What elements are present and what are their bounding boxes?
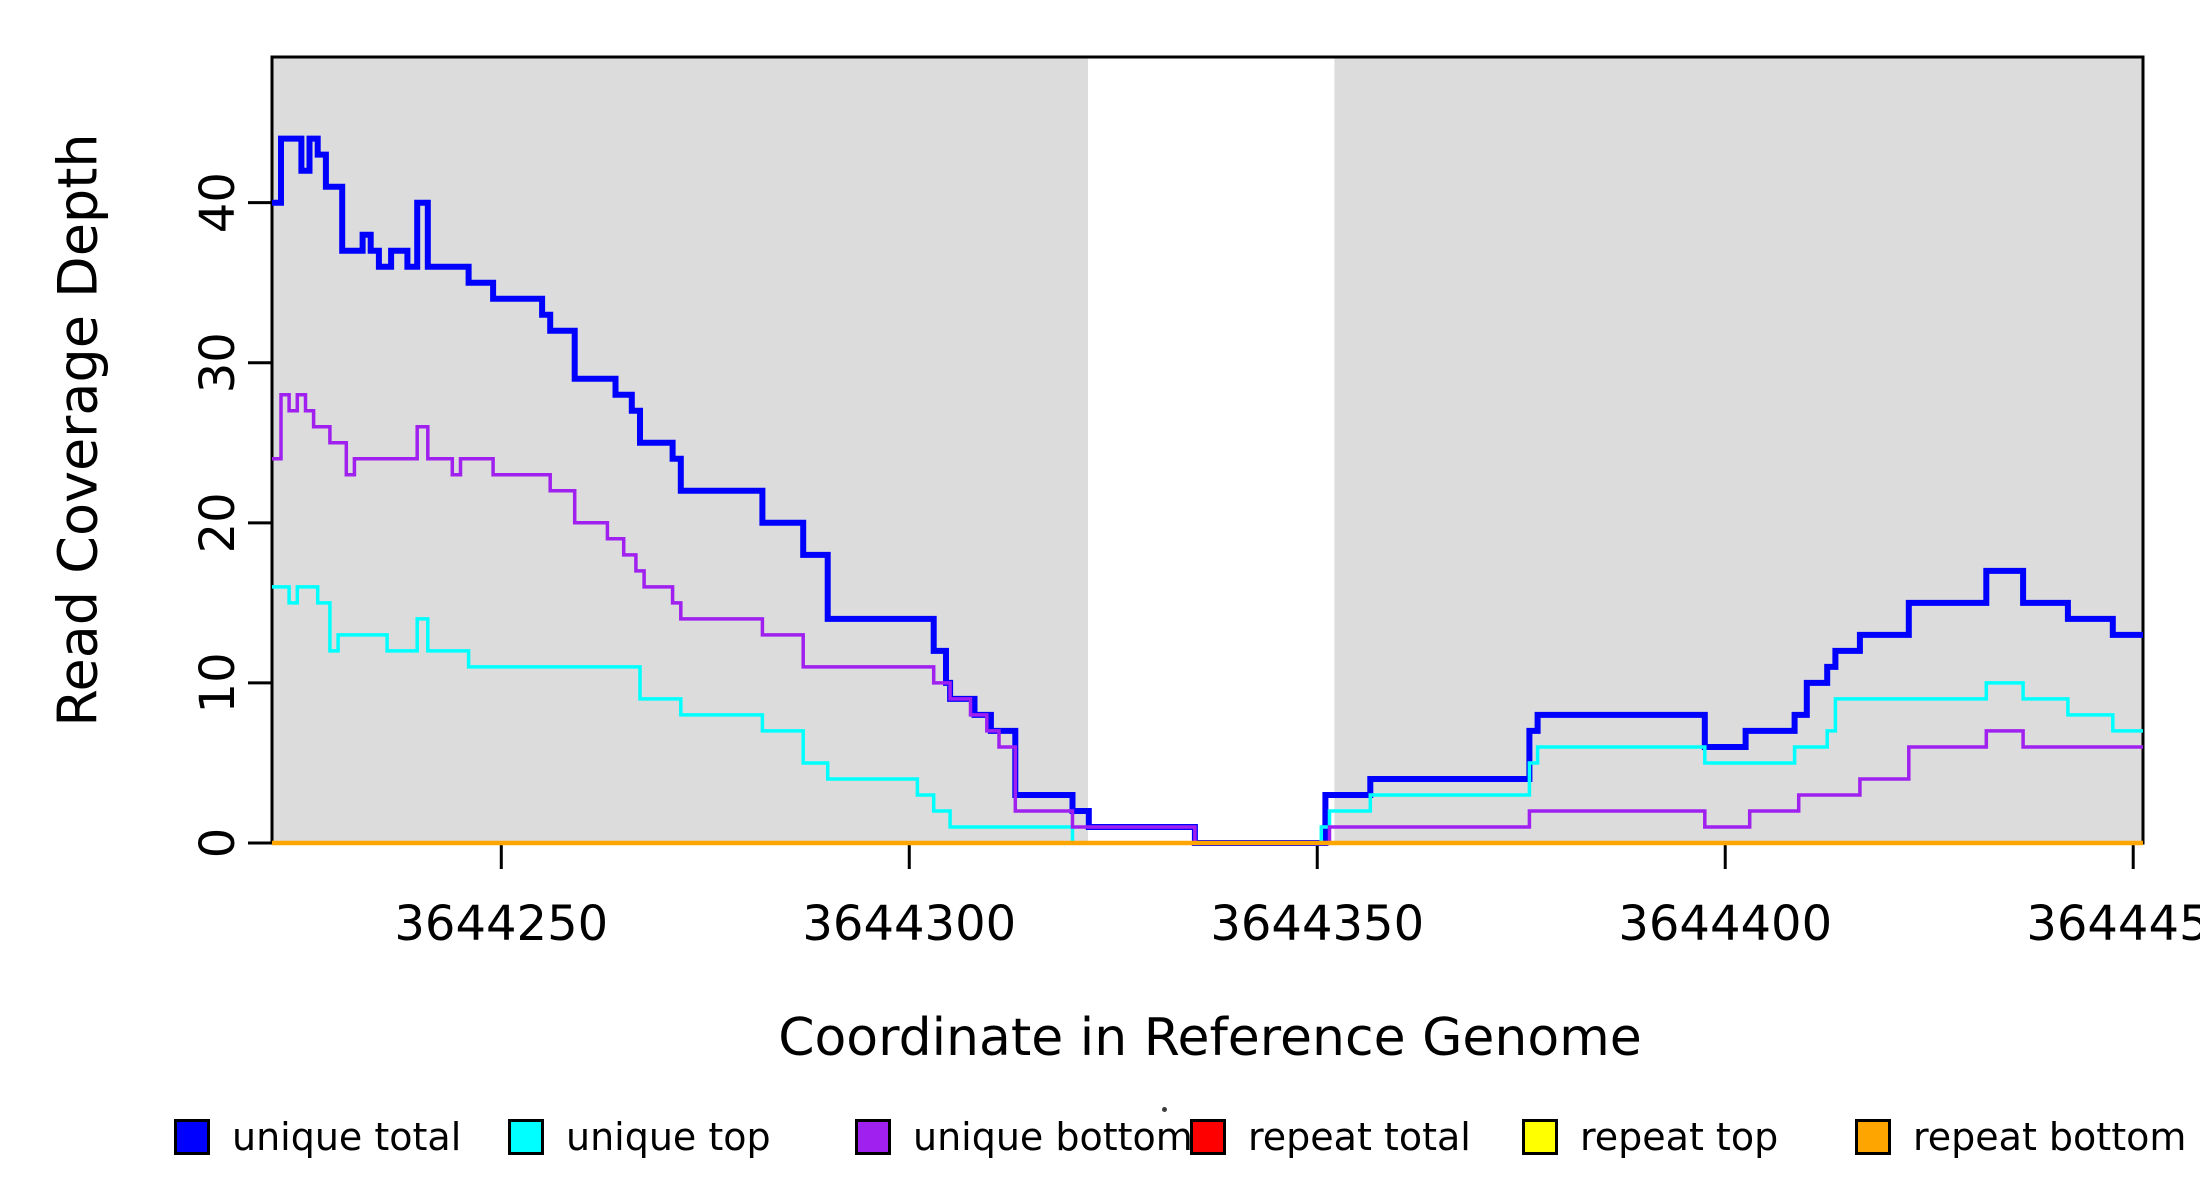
x-axis-title: Coordinate in Reference Genome	[778, 1008, 1642, 1068]
legend-swatch-unique-top	[508, 1119, 544, 1155]
legend-swatch-unique-bottom	[855, 1119, 891, 1155]
legend-swatch-unique-total	[174, 1119, 210, 1155]
x-tick-label: 3644300	[802, 896, 1016, 952]
legend-label-repeat-total: repeat total	[1248, 1115, 1471, 1159]
legend-item-unique-bottom: unique bottom	[855, 1107, 1193, 1167]
y-tick-label: 20	[190, 492, 246, 553]
series-line-unique-total	[272, 135, 2143, 846]
shaded-region	[1334, 57, 2143, 843]
legend-item-repeat-bottom: repeat bottom	[1855, 1107, 2186, 1167]
legend: unique total unique top unique bottom re…	[0, 1107, 2200, 1167]
shaded-region	[272, 57, 1088, 843]
y-axis-title: Read Coverage Depth	[46, 133, 110, 727]
series-line-unique-top	[272, 585, 2143, 845]
x-tick-label: 3644350	[1210, 896, 1424, 952]
series-line-unique-bottom	[272, 393, 2143, 845]
legend-label-unique-bottom: unique bottom	[913, 1115, 1193, 1159]
x-tick-label: 3644400	[1618, 896, 1832, 952]
y-tick-label: 30	[190, 332, 246, 393]
x-tick-label: 3644250	[394, 896, 608, 952]
legend-item-unique-total: unique total	[174, 1107, 461, 1167]
legend-label-unique-total: unique total	[232, 1115, 462, 1159]
y-tick-label: 0	[190, 828, 246, 859]
legend-label-repeat-top: repeat top	[1580, 1115, 1779, 1159]
legend-item-repeat-top: repeat top	[1522, 1107, 1778, 1167]
legend-swatch-repeat-top	[1522, 1119, 1558, 1155]
legend-item-unique-top: unique top	[508, 1107, 771, 1167]
legend-swatch-repeat-total	[1190, 1119, 1226, 1155]
stray-dot-artifact	[1162, 1107, 1167, 1112]
legend-label-repeat-bottom: repeat bottom	[1913, 1115, 2187, 1159]
y-tick-label: 40	[190, 172, 246, 233]
y-tick-label: 10	[190, 652, 246, 713]
legend-label-unique-top: unique top	[566, 1115, 771, 1159]
legend-swatch-repeat-bottom	[1855, 1119, 1891, 1155]
legend-item-repeat-total: repeat total	[1190, 1107, 1471, 1167]
x-tick-label: 3644450	[2026, 896, 2200, 952]
